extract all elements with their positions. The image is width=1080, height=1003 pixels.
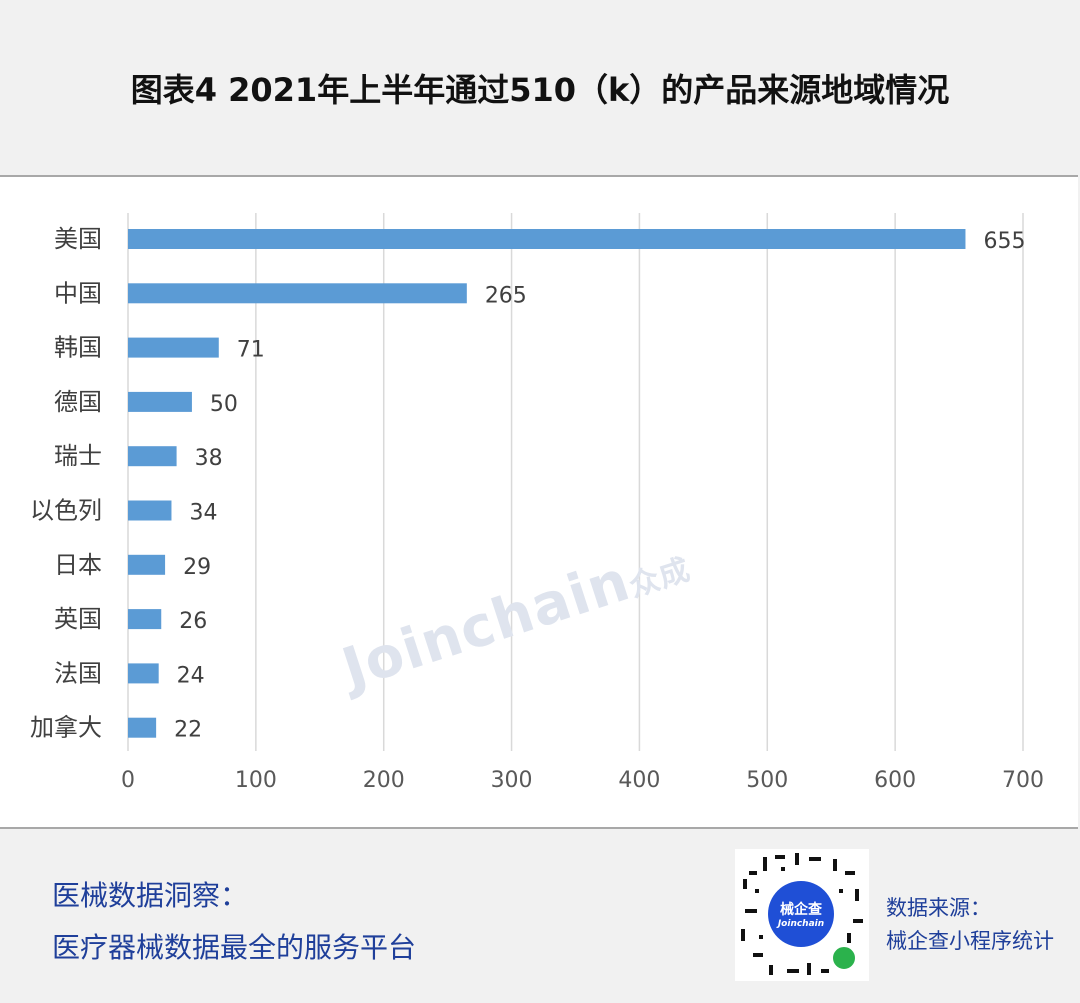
data-label: 265 bbox=[485, 283, 527, 308]
qr-pattern bbox=[741, 853, 863, 975]
footer-line-1: 医械数据洞察： bbox=[52, 879, 249, 912]
qr-logo-latin: Joinchain bbox=[777, 919, 825, 929]
category-label: 德国 bbox=[54, 388, 102, 416]
data-label: 655 bbox=[983, 229, 1025, 254]
bar-chart: 0 100 200 300 400 500 600 700 美国 655 中国 265 韩国 71 德国 50… bbox=[30, 213, 1044, 793]
bar-7 bbox=[128, 609, 162, 630]
category-label: 瑞士 bbox=[54, 442, 102, 470]
data-label: 29 bbox=[183, 555, 211, 580]
bar-6 bbox=[128, 554, 166, 575]
category-label: 韩国 bbox=[54, 334, 102, 362]
data-label: 34 bbox=[189, 501, 217, 526]
footer-slogan: 医械数据洞察： 医疗器械数据最全的服务平台 bbox=[52, 870, 416, 974]
bar-0 bbox=[128, 229, 966, 249]
x-tick-label: 400 bbox=[618, 768, 660, 793]
data-source-value: 械企查小程序统计 bbox=[886, 929, 1054, 953]
category-label: 加拿大 bbox=[30, 714, 102, 742]
x-tick-label: 600 bbox=[874, 768, 916, 793]
category-label: 美国 bbox=[54, 225, 102, 253]
data-source: 数据来源： 械企查小程序统计 bbox=[886, 892, 1054, 958]
bar-4 bbox=[128, 446, 177, 467]
x-tick-label: 300 bbox=[491, 768, 533, 793]
chart-panel: 0 100 200 300 400 500 600 700 美国 655 中国 265 韩国 71 德国 50… bbox=[0, 175, 1078, 829]
x-tick-label: 0 bbox=[121, 768, 135, 793]
data-label: 71 bbox=[237, 338, 265, 363]
qr-code[interactable]: 械企查 Joinchain bbox=[735, 849, 869, 981]
category-label: 以色列 bbox=[30, 497, 102, 525]
category-label: 中国 bbox=[54, 279, 102, 307]
category-label: 日本 bbox=[54, 551, 102, 579]
bar-3 bbox=[128, 391, 192, 412]
category-label: 法国 bbox=[54, 659, 102, 687]
data-label: 22 bbox=[174, 718, 202, 743]
miniprogram-icon bbox=[831, 945, 857, 971]
footer-line-2: 医疗器械数据最全的服务平台 bbox=[52, 931, 417, 964]
data-source-label: 数据来源： bbox=[886, 896, 991, 920]
data-label: 24 bbox=[177, 663, 205, 688]
x-tick-label: 500 bbox=[746, 768, 788, 793]
bar-2 bbox=[128, 337, 219, 358]
x-tick-label: 100 bbox=[235, 768, 277, 793]
data-label: 26 bbox=[179, 609, 207, 634]
data-label: 38 bbox=[195, 446, 223, 471]
qr-logo: 械企查 Joinchain bbox=[768, 881, 834, 947]
bar-8 bbox=[128, 663, 159, 684]
chart-title: 图表4 2021年上半年通过510（k）的产品来源地域情况 bbox=[130, 70, 950, 109]
x-tick-label: 200 bbox=[363, 768, 405, 793]
data-label: 50 bbox=[210, 392, 238, 417]
bar-1 bbox=[128, 283, 467, 304]
bar-5 bbox=[128, 500, 172, 521]
x-tick-label: 700 bbox=[1002, 768, 1044, 793]
qr-logo-cn: 械企查 bbox=[780, 902, 822, 918]
bar-9 bbox=[128, 717, 157, 738]
category-label: 英国 bbox=[54, 605, 102, 633]
